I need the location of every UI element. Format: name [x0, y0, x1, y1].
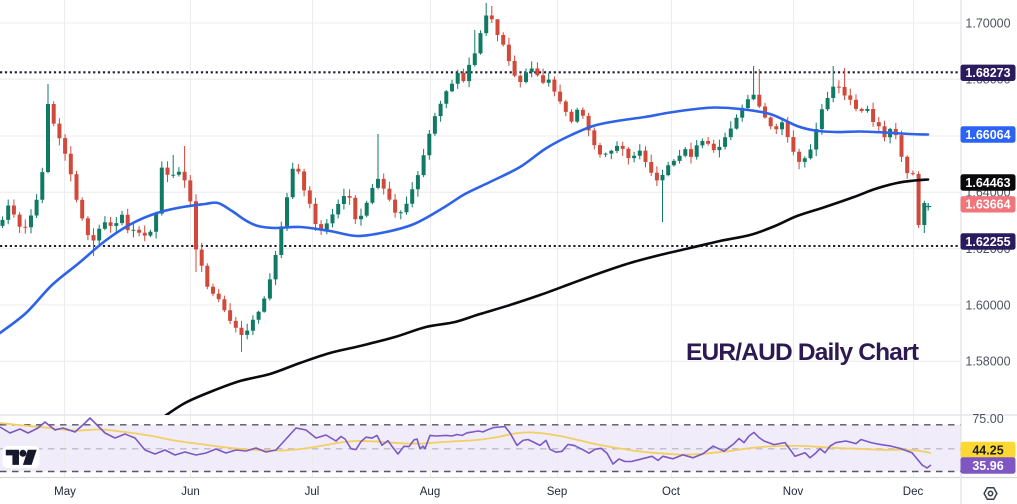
svg-text:1.70000: 1.70000: [965, 16, 1010, 30]
svg-text:Dec: Dec: [903, 486, 924, 498]
svg-text:May: May: [54, 486, 76, 498]
svg-text:1.62255: 1.62255: [965, 235, 1010, 249]
svg-text:75.00: 75.00: [972, 412, 1003, 426]
svg-text:1.63664: 1.63664: [965, 198, 1010, 212]
svg-text:1.68273: 1.68273: [965, 66, 1010, 80]
svg-text:44.25: 44.25: [972, 443, 1003, 457]
svg-text:Nov: Nov: [783, 486, 804, 498]
svg-text:35.96: 35.96: [972, 459, 1003, 473]
svg-text:1.64463: 1.64463: [965, 176, 1010, 190]
svg-text:1.66064: 1.66064: [965, 128, 1010, 142]
svg-text:Oct: Oct: [662, 486, 681, 498]
svg-text:1.58000: 1.58000: [965, 355, 1010, 369]
svg-text:EUR/AUD Daily Chart: EUR/AUD Daily Chart: [686, 339, 919, 366]
svg-text:Jul: Jul: [305, 486, 320, 498]
svg-text:1.60000: 1.60000: [965, 298, 1010, 312]
svg-text:Jun: Jun: [181, 486, 200, 498]
svg-text:Aug: Aug: [420, 486, 440, 498]
svg-text:Sep: Sep: [547, 486, 567, 498]
